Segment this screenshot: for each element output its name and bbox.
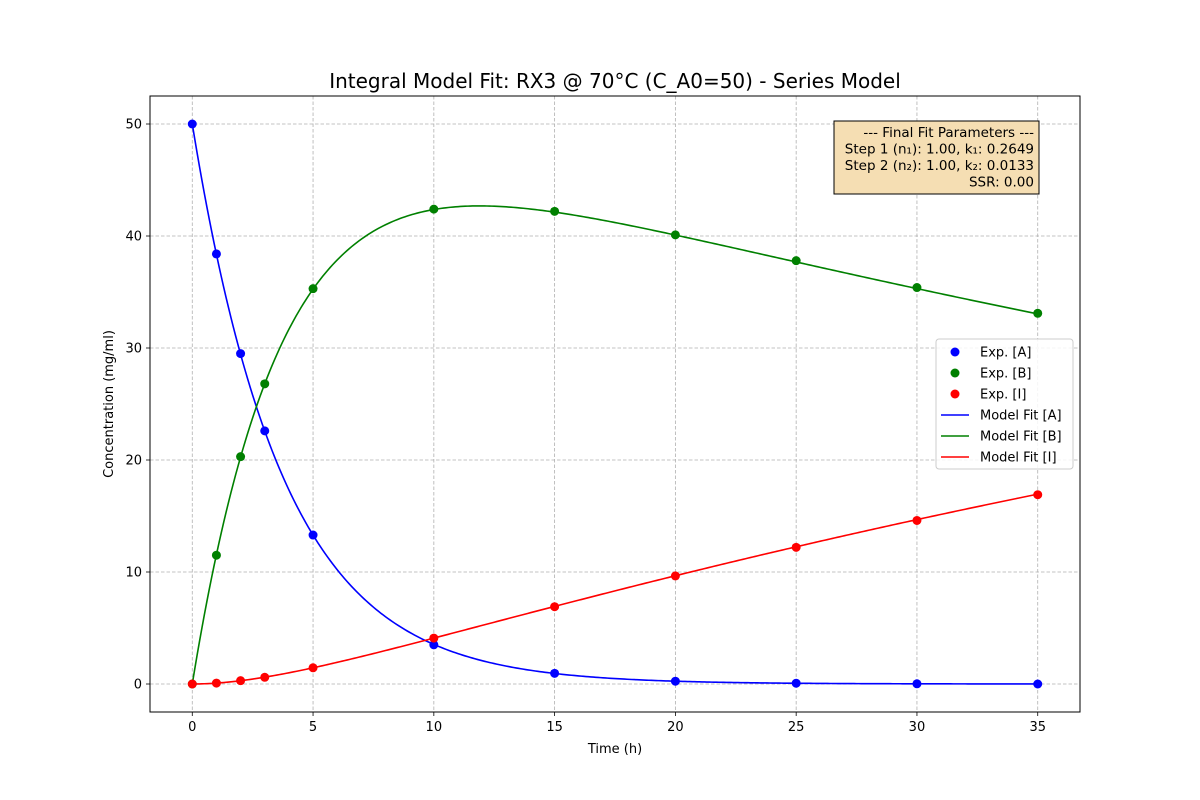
- legend-marker: [950, 368, 960, 378]
- data-point-series-1: [791, 256, 801, 266]
- model-fit-lines: [191, 123, 1038, 685]
- y-tick-label: 0: [134, 678, 142, 693]
- data-point-series-0: [260, 426, 270, 436]
- data-point-series-1: [550, 206, 560, 216]
- data-point-series-1: [260, 379, 270, 389]
- fit-parameters-box: --- Final Fit Parameters ---Step 1 (n₁):…: [833, 120, 1040, 195]
- x-tick-label: 5: [309, 720, 317, 735]
- y-axis-label: Concentration (mg/ml): [102, 330, 117, 478]
- x-tick-label: 30: [909, 720, 926, 735]
- legend: Exp. [A] Exp. [B] Exp. [I] Model Fit [A] Mod…: [935, 338, 1074, 470]
- data-point-series-2: [187, 679, 197, 689]
- data-point-series-0: [429, 640, 439, 650]
- data-point-series-2: [791, 542, 801, 552]
- legend-label: Exp. [A]: [980, 346, 1031, 361]
- legend-label: Model Fit [B]: [980, 430, 1062, 445]
- data-point-series-0: [187, 119, 197, 129]
- legend-marker: [950, 389, 960, 399]
- data-point-series-0: [1033, 679, 1043, 689]
- plot-frame: [149, 95, 1081, 713]
- data-point-series-0: [912, 679, 922, 689]
- x-tick-label: 0: [188, 720, 196, 735]
- data-point-series-2: [308, 663, 318, 673]
- x-tick-label: 35: [1029, 720, 1046, 735]
- data-point-series-1: [308, 284, 318, 294]
- data-point-series-2: [550, 602, 560, 612]
- data-point-series-0: [308, 530, 318, 540]
- data-point-series-1: [429, 204, 439, 214]
- fit-line-b: [191, 205, 1038, 685]
- legend-label: Model Fit [A]: [980, 409, 1062, 424]
- x-tick-label: 15: [546, 720, 563, 735]
- data-point-series-1: [211, 550, 221, 560]
- x-axis-label: Time (h): [587, 742, 642, 757]
- data-point-series-2: [211, 678, 221, 688]
- data-point-series-2: [670, 571, 680, 581]
- data-point-series-2: [260, 672, 270, 682]
- y-tick-label: 20: [125, 454, 142, 469]
- chart-title: Integral Model Fit: RX3 @ 70°C (C_A0=50)…: [329, 69, 901, 93]
- data-point-series-1: [1033, 308, 1043, 318]
- data-point-series-2: [912, 515, 922, 525]
- data-point-series-0: [550, 668, 560, 678]
- data-point-series-2: [429, 633, 439, 643]
- x-tick-label: 20: [667, 720, 684, 735]
- data-point-series-0: [791, 678, 801, 688]
- fit-line-i: [192, 493, 1038, 685]
- y-tick-label: 10: [125, 566, 142, 581]
- data-point-series-0: [670, 676, 680, 686]
- legend-frame: [935, 338, 1074, 470]
- fit-parameter-line: Step 2 (n₂): 1.00, k₂: 0.0133: [845, 158, 1034, 174]
- fit-parameter-line: SSR: 0.00: [969, 175, 1034, 191]
- data-point-series-0: [236, 349, 246, 359]
- legend-marker: [950, 347, 960, 357]
- axis-ticks: 0 5 10 15 20 25 30 35 0 10 20 30 40 50: [125, 118, 1046, 736]
- experimental-points: [187, 119, 1043, 689]
- legend-label: Model Fit [I]: [980, 451, 1057, 466]
- x-tick-label: 25: [788, 720, 805, 735]
- fit-parameter-line: --- Final Fit Parameters ---: [863, 125, 1034, 141]
- fit-line-a: [191, 123, 1038, 685]
- data-point-series-1: [236, 452, 246, 462]
- legend-label: Exp. [B]: [980, 367, 1032, 382]
- fit-parameter-line: Step 1 (n₁): 1.00, k₁: 0.2649: [845, 142, 1034, 158]
- data-point-series-2: [236, 676, 246, 686]
- data-point-series-2: [1033, 490, 1043, 500]
- y-tick-label: 30: [125, 342, 142, 357]
- data-point-series-1: [912, 283, 922, 293]
- fit-parameters-background: [833, 120, 1040, 195]
- data-point-series-1: [670, 230, 680, 240]
- y-tick-label: 40: [125, 230, 142, 245]
- y-tick-label: 50: [125, 118, 142, 133]
- data-point-series-0: [211, 249, 221, 259]
- legend-label: Exp. [I]: [980, 388, 1026, 403]
- x-tick-label: 10: [426, 720, 443, 735]
